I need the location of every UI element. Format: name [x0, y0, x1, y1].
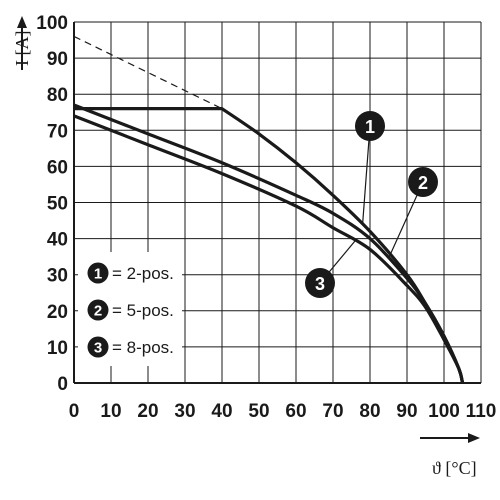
callout-label: 2 [418, 173, 428, 193]
tick-labels: 0 10 20 30 40 50 60 70 80 90 100 110010203040506070… [36, 13, 496, 422]
legend-badge-label: 2 [94, 303, 102, 320]
x-tick-label: 60 [285, 401, 306, 422]
reference-dashed-line [74, 35, 223, 110]
callout-badge [408, 167, 438, 197]
legend-badge-label: 1 [94, 266, 102, 283]
callouts: 1 2 3 [305, 111, 438, 298]
x-axis-arrow-head [468, 433, 480, 443]
legend-label: = 8-pos. [112, 338, 174, 357]
legend: 1 = 2-pos. 2 = 5-pos. 3 = 8-pos. [78, 252, 182, 366]
x-tick-label: 80 [359, 401, 380, 422]
y-tick-label: 40 [47, 230, 68, 251]
x-tick-label: 30 [174, 401, 195, 422]
x-tick-label: 50 [248, 401, 269, 422]
y-tick-label: 70 [47, 121, 68, 142]
y-tick-label: 60 [47, 157, 68, 178]
x-axis-title: ϑ [°C] [432, 458, 477, 478]
legend-label: = 2-pos. [112, 264, 174, 283]
callout-badge [305, 268, 335, 298]
legend-badge-label: 3 [94, 340, 102, 357]
legend-badge [87, 336, 109, 358]
y-tick-label: 80 [47, 85, 68, 106]
x-tick-label: 100 [428, 401, 460, 422]
legend-badge [87, 262, 109, 284]
y-tick-label: 30 [47, 266, 68, 287]
y-tick-label: 10 [47, 338, 68, 359]
y-tick-label: 90 [47, 49, 68, 70]
x-tick-label: 70 [322, 401, 343, 422]
series-line-3 [74, 114, 465, 383]
y-tick-label: 0 [57, 374, 68, 395]
legend-badge [87, 299, 109, 321]
y-axis-title: I [A] [12, 31, 32, 66]
x-tick-label: 0 [69, 401, 80, 422]
callout-label: 3 [315, 274, 325, 294]
x-tick-label: 110 [466, 401, 497, 422]
callout-badge [355, 111, 385, 141]
callout-leader [362, 125, 371, 225]
y-axis-arrow-head [17, 16, 27, 28]
x-tick-label: 20 [137, 401, 158, 422]
legend-label: = 5-pos. [112, 301, 174, 320]
series-lines [74, 35, 465, 383]
y-tick-label: 20 [47, 302, 68, 323]
x-tick-label: 40 [211, 401, 232, 422]
x-tick-label: 90 [396, 401, 417, 422]
axes: I [A] ϑ [°C] [12, 16, 481, 478]
y-tick-label: 100 [36, 13, 68, 34]
callout-label: 1 [365, 117, 375, 137]
y-tick-label: 50 [47, 194, 68, 215]
x-tick-label: 10 [100, 401, 121, 422]
